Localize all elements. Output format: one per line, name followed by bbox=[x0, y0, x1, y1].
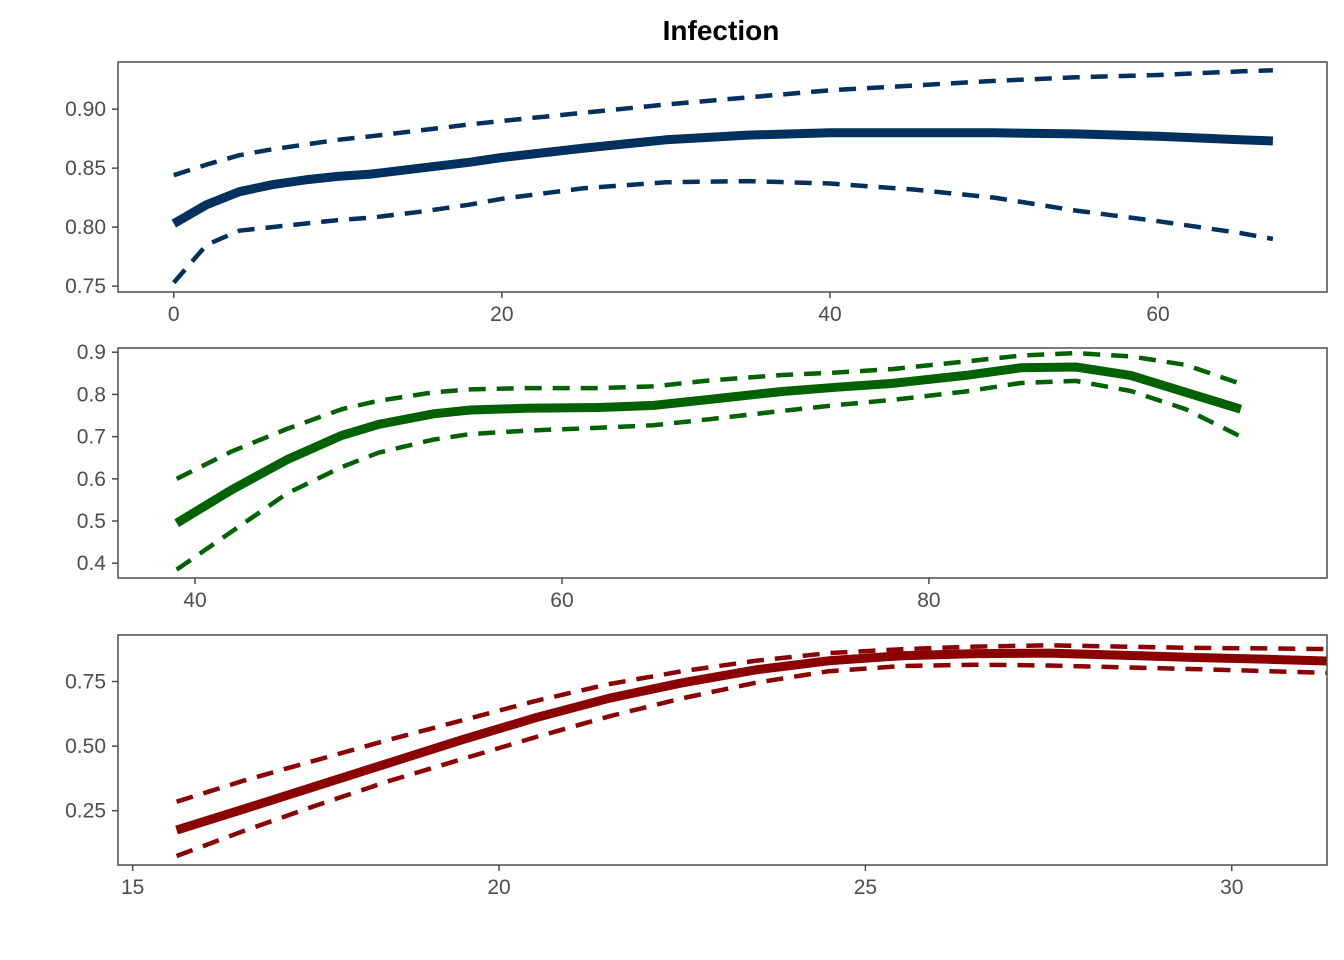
y-tick-label: 0.25 bbox=[65, 800, 106, 823]
series-group bbox=[171, 68, 1274, 285]
upper-bound-line bbox=[175, 350, 1242, 481]
y-tick-label: 0.75 bbox=[65, 671, 106, 694]
x-tick-label: 20 bbox=[490, 303, 513, 326]
fit-line bbox=[175, 648, 1327, 835]
panel-bottom: 0.25 0.50 0.75 15 20 25 30 bbox=[65, 634, 1328, 899]
y-tick-label: 0.80 bbox=[65, 216, 106, 239]
lower-bound-line bbox=[175, 662, 1327, 859]
upper-bound-line bbox=[173, 68, 1273, 178]
x-tick-label: 25 bbox=[854, 876, 877, 899]
panel-border bbox=[117, 61, 1328, 293]
x-tick-label: 60 bbox=[1146, 303, 1169, 326]
y-tick-label: 0.9 bbox=[77, 341, 106, 364]
x-tick-label: 60 bbox=[550, 589, 573, 612]
upper-bound-line bbox=[175, 643, 1327, 804]
y-tick-label: 0.85 bbox=[65, 157, 106, 180]
panel-border bbox=[117, 634, 1328, 866]
y-tick-label: 0.50 bbox=[65, 735, 106, 758]
fit-line bbox=[174, 362, 1243, 527]
x-tick-label: 0 bbox=[168, 303, 180, 326]
x-tick-label: 40 bbox=[183, 589, 206, 612]
y-tick-label: 0.75 bbox=[65, 275, 106, 298]
panel-top: 0.75 0.80 0.85 0.90 0 20 40 60 bbox=[65, 61, 1328, 326]
x-tick-label: 15 bbox=[121, 876, 144, 899]
y-tick-label: 0.90 bbox=[65, 98, 106, 121]
y-tick-label: 0.4 bbox=[77, 552, 107, 575]
x-tick-label: 80 bbox=[917, 589, 940, 612]
x-tick-label: 30 bbox=[1220, 876, 1243, 899]
panel-middle: 0.4 0.5 0.6 0.7 0.8 0.9 40 60 80 bbox=[77, 341, 1328, 612]
y-tick-label: 0.5 bbox=[77, 510, 106, 533]
x-tick-label: 40 bbox=[818, 303, 841, 326]
x-tick-label: 20 bbox=[487, 876, 510, 899]
y-tick-label: 0.7 bbox=[77, 426, 106, 449]
fit-line bbox=[171, 128, 1274, 228]
y-tick-label: 0.8 bbox=[77, 383, 106, 406]
panels-layer: 0.750.800.850.900 20 40 600.40.50.60.70.80.… bbox=[65, 61, 1328, 899]
series-group bbox=[174, 350, 1243, 572]
panel-border bbox=[117, 347, 1328, 579]
y-tick-label: 0.6 bbox=[77, 468, 106, 491]
series-group bbox=[175, 643, 1327, 859]
lower-bound-line bbox=[172, 178, 1274, 285]
chart-title: Infection bbox=[663, 15, 780, 46]
lower-bound-line bbox=[175, 378, 1242, 572]
